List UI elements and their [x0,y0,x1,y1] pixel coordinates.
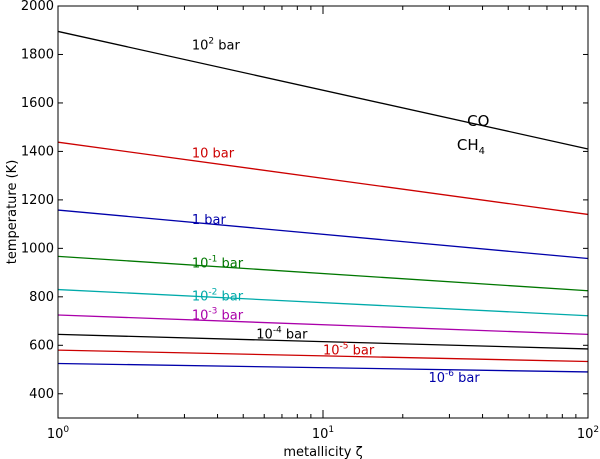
series-label-base: 10 [192,39,209,54]
annotation-text: CH [457,136,479,154]
series-label-base: 10 [192,308,209,323]
series-label-suffix: bar [217,289,243,304]
series-label-base: 10 bar [192,146,235,161]
series-label-suffix: bar [454,371,480,386]
x-tick-exp: 0 [63,425,69,435]
series-label-base: 10 [192,256,209,271]
series-layer [57,30,589,373]
series-label-exp: -4 [273,326,282,336]
x-tick-label: 102 [577,425,599,442]
annotation-layer: CO CH4 [457,112,490,157]
series-label-suffix: bar [217,308,243,323]
y-tick-label: 1800 [21,47,54,62]
y-tick-label: 1000 [21,241,54,256]
series-label-suffix: bar [282,328,308,343]
series-line [57,209,589,260]
y-tick-label: 800 [29,290,54,305]
y-tick-label: 1400 [21,144,54,159]
annotation-label: CH4 [457,136,485,157]
series-label-base: 1 bar [192,213,227,228]
series-line [57,333,589,350]
x-tick-base: 10 [47,427,64,442]
series-label-exp: -3 [208,306,217,316]
series-label-exp: 2 [208,37,214,47]
x-axis-label: metallicity ζ [283,445,362,459]
series-label: 102 bar [192,37,241,54]
series-label-base: 10 [323,344,340,359]
annotation-sub: 4 [479,146,485,157]
series-label-suffix: bar [349,344,375,359]
series-label-exp: -5 [340,342,349,352]
y-tick-label: 1200 [21,193,54,208]
series-label: 10-4 bar [256,326,308,343]
series-label: 1 bar [192,213,227,228]
series-line [57,288,589,317]
series-label-base: 10 [192,289,209,304]
series-label-exp: -6 [445,369,454,379]
series-label-exp: -1 [208,254,217,264]
x-tick-base: 10 [312,427,329,442]
y-tick-label: 2000 [21,0,54,14]
series-line [57,349,589,363]
x-tick-base: 10 [577,427,594,442]
series-label: 10-3 bar [192,306,244,323]
series-label-suffix: bar [214,39,240,54]
series-label-base: 10 [256,328,273,343]
series-label-exp: -2 [208,287,217,297]
series-label: 10-1 bar [192,254,244,271]
annotation-text: CO [467,112,489,130]
series-line [57,314,589,336]
annotation-label: CO [467,112,489,130]
series-line [57,255,589,292]
y-tick-label: 400 [29,387,54,402]
series-line [57,30,589,150]
y-tick-label: 600 [29,338,54,353]
x-tick-label: 101 [312,425,334,442]
series-label: 10-2 bar [192,287,244,304]
series-label: 10-5 bar [323,342,375,359]
y-tick-label: 1600 [21,96,54,111]
series-label-base: 10 [428,371,445,386]
y-axis-label: temperature (K) [5,160,20,265]
series-label: 10-6 bar [428,369,480,386]
series-label-suffix: bar [217,256,243,271]
x-tick-label: 100 [47,425,70,442]
x-tick-exp: 2 [593,425,599,435]
series-label: 10 bar [192,146,235,161]
series-line [57,362,589,373]
series-line [57,141,589,216]
x-tick-exp: 1 [328,425,334,435]
